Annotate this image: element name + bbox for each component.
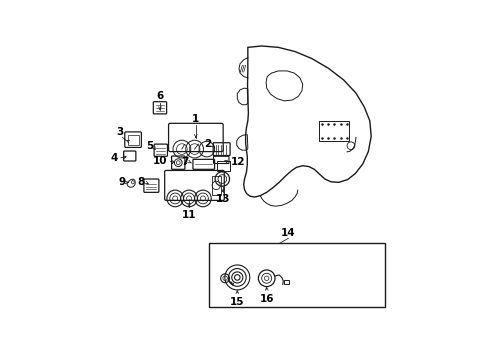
Bar <box>211 176 220 195</box>
Text: 2: 2 <box>203 139 211 149</box>
Text: 11: 11 <box>182 210 196 220</box>
Text: 12: 12 <box>230 157 244 167</box>
Bar <box>284 280 288 284</box>
Text: 15: 15 <box>229 297 244 307</box>
Bar <box>216 161 230 171</box>
Text: 7: 7 <box>182 157 189 167</box>
Text: 8: 8 <box>137 177 144 187</box>
Text: 13: 13 <box>215 194 230 204</box>
Text: 3: 3 <box>117 127 123 137</box>
Bar <box>208 243 384 307</box>
Text: 4: 4 <box>110 153 118 163</box>
Text: 16: 16 <box>259 294 273 304</box>
Bar <box>319 121 348 141</box>
Text: 6: 6 <box>156 91 163 101</box>
Text: 5: 5 <box>145 141 153 151</box>
Text: 9: 9 <box>118 177 125 187</box>
Text: 1: 1 <box>192 114 199 123</box>
Bar <box>127 135 138 145</box>
Text: 14: 14 <box>280 228 295 238</box>
Text: 10: 10 <box>153 156 167 166</box>
